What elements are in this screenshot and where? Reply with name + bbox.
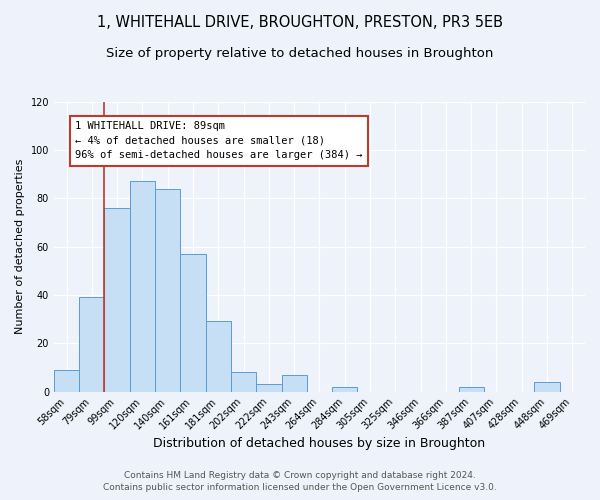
Y-axis label: Number of detached properties: Number of detached properties (15, 159, 25, 334)
Text: Contains HM Land Registry data © Crown copyright and database right 2024.
Contai: Contains HM Land Registry data © Crown c… (103, 471, 497, 492)
Bar (206, 322, 231, 392)
Bar (104, 208, 130, 392)
Bar (130, 182, 155, 392)
Bar (256, 384, 281, 392)
Bar (332, 386, 358, 392)
Bar (155, 188, 181, 392)
Bar (231, 372, 256, 392)
Text: 1, WHITEHALL DRIVE, BROUGHTON, PRESTON, PR3 5EB: 1, WHITEHALL DRIVE, BROUGHTON, PRESTON, … (97, 15, 503, 30)
Bar (281, 374, 307, 392)
Bar (535, 382, 560, 392)
Bar (458, 386, 484, 392)
X-axis label: Distribution of detached houses by size in Broughton: Distribution of detached houses by size … (154, 437, 485, 450)
Bar (54, 370, 79, 392)
Bar (181, 254, 206, 392)
Bar (79, 298, 104, 392)
Text: 1 WHITEHALL DRIVE: 89sqm
← 4% of detached houses are smaller (18)
96% of semi-de: 1 WHITEHALL DRIVE: 89sqm ← 4% of detache… (76, 121, 363, 160)
Text: Size of property relative to detached houses in Broughton: Size of property relative to detached ho… (106, 48, 494, 60)
